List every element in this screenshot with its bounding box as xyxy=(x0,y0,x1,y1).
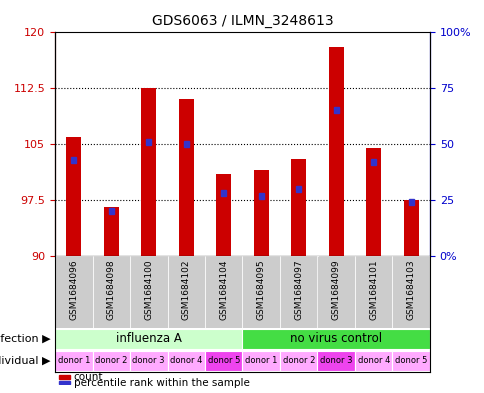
Text: no virus control: no virus control xyxy=(289,332,381,345)
Bar xyxy=(55,256,92,328)
Bar xyxy=(167,256,205,328)
Bar xyxy=(108,208,114,214)
Bar xyxy=(59,380,70,384)
Text: donor 2: donor 2 xyxy=(95,356,127,365)
Bar xyxy=(205,351,242,371)
Text: donor 4: donor 4 xyxy=(170,356,202,365)
Text: GSM1684102: GSM1684102 xyxy=(182,260,190,320)
Text: donor 3: donor 3 xyxy=(319,356,352,365)
Text: GSM1684095: GSM1684095 xyxy=(256,260,265,320)
Bar xyxy=(253,170,268,256)
Text: donor 5: donor 5 xyxy=(207,356,240,365)
Bar xyxy=(317,351,354,371)
Text: percentile rank within the sample: percentile rank within the sample xyxy=(74,378,249,387)
Bar xyxy=(328,47,343,256)
Bar xyxy=(258,193,263,198)
Bar xyxy=(167,351,205,371)
Bar xyxy=(130,256,167,328)
Text: donor 1: donor 1 xyxy=(244,356,277,365)
Bar xyxy=(55,351,92,371)
Text: GSM1684098: GSM1684098 xyxy=(106,260,116,320)
Text: GSM1684104: GSM1684104 xyxy=(219,260,228,320)
Bar xyxy=(92,351,130,371)
Bar xyxy=(279,256,317,328)
Bar xyxy=(242,329,429,349)
Bar xyxy=(221,190,226,196)
Bar xyxy=(59,375,70,379)
Bar xyxy=(66,136,81,256)
Bar xyxy=(141,88,156,256)
Text: donor 5: donor 5 xyxy=(394,356,426,365)
Bar xyxy=(365,148,380,256)
Bar xyxy=(55,329,242,349)
Bar xyxy=(291,159,305,256)
Bar xyxy=(354,256,392,328)
Bar xyxy=(92,256,130,328)
Bar xyxy=(354,351,392,371)
Text: donor 2: donor 2 xyxy=(282,356,314,365)
Text: influenza A: influenza A xyxy=(116,332,182,345)
Bar xyxy=(216,174,231,256)
Text: GSM1684103: GSM1684103 xyxy=(406,260,415,320)
Bar xyxy=(403,200,418,256)
Bar xyxy=(205,256,242,328)
Bar xyxy=(179,99,193,256)
Text: donor 1: donor 1 xyxy=(58,356,90,365)
Bar xyxy=(392,256,429,328)
Bar xyxy=(333,107,338,114)
Bar xyxy=(317,256,354,328)
Bar xyxy=(242,256,279,328)
Bar xyxy=(279,351,317,371)
Bar xyxy=(71,157,76,163)
Bar xyxy=(130,351,167,371)
Text: GSM1684099: GSM1684099 xyxy=(331,260,340,320)
Bar xyxy=(183,141,188,147)
Text: GSM1684101: GSM1684101 xyxy=(368,260,378,320)
Bar xyxy=(370,159,376,165)
Text: GSM1684096: GSM1684096 xyxy=(69,260,78,320)
Bar xyxy=(242,351,279,371)
Text: infection ▶: infection ▶ xyxy=(0,334,50,344)
Bar xyxy=(296,186,301,192)
Bar xyxy=(392,351,429,371)
Bar xyxy=(408,199,413,205)
Title: GDS6063 / ILMN_3248613: GDS6063 / ILMN_3248613 xyxy=(151,14,333,28)
Text: GSM1684097: GSM1684097 xyxy=(294,260,302,320)
Text: count: count xyxy=(74,372,103,382)
Text: individual ▶: individual ▶ xyxy=(0,356,50,366)
Text: GSM1684100: GSM1684100 xyxy=(144,260,153,320)
Text: donor 3: donor 3 xyxy=(132,356,165,365)
Bar xyxy=(146,139,151,145)
Text: donor 4: donor 4 xyxy=(357,356,389,365)
Bar xyxy=(104,208,119,256)
